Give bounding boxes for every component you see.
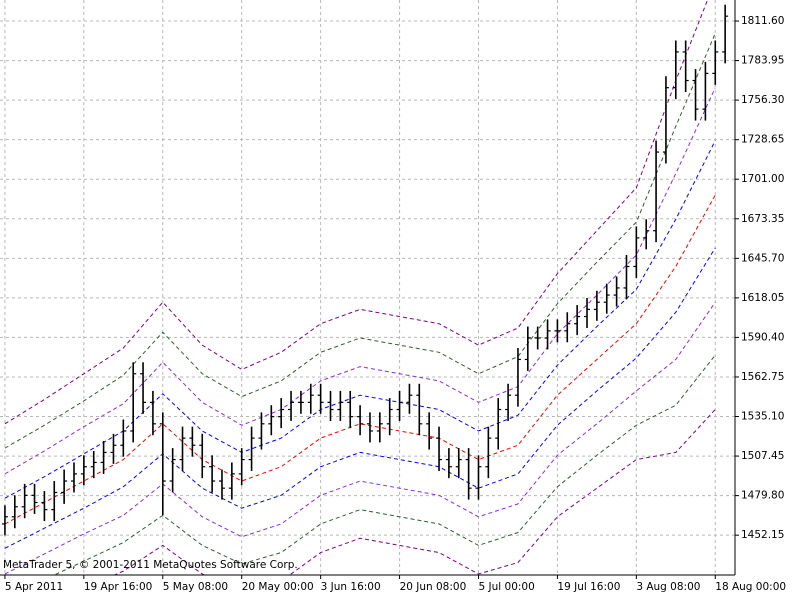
envelope-line bbox=[4, 0, 709, 425]
y-tick-label: 1783.95 bbox=[741, 55, 784, 67]
x-tick-label: 3 Aug 08:00 bbox=[636, 581, 700, 593]
y-tick-label: 1535.10 bbox=[741, 411, 784, 423]
y-tick-label: 1507.45 bbox=[741, 450, 784, 462]
envelope-line bbox=[53, 354, 716, 575]
y-tick-label: 1590.40 bbox=[741, 331, 784, 343]
x-tick-label: 19 Apr 16:00 bbox=[84, 581, 152, 593]
y-tick-label: 1452.15 bbox=[741, 529, 784, 541]
grid bbox=[0, 0, 735, 575]
y-tick-label: 1618.05 bbox=[741, 292, 784, 304]
x-tick-label: 5 Jul 00:00 bbox=[478, 581, 534, 593]
y-tick-label: 1811.60 bbox=[741, 15, 784, 27]
y-tick-label: 1479.80 bbox=[741, 490, 784, 502]
x-tick-label: 20 Jun 08:00 bbox=[400, 581, 467, 593]
envelope-line bbox=[4, 140, 716, 499]
x-tick-label: 3 Jun 16:00 bbox=[321, 581, 381, 593]
envelope-line bbox=[113, 409, 716, 575]
y-tick-label: 1645.70 bbox=[741, 252, 784, 264]
y-tick-label: 1728.65 bbox=[741, 134, 784, 146]
axes: 1452.15 1479.80 1507.45 1535.10 1562.75 1590.… bbox=[4, 15, 786, 593]
x-tick-label: 19 Jul 16:00 bbox=[557, 581, 620, 593]
copyright: MetaTrader 5, © 2001-2011 MetaQuotes Sof… bbox=[3, 559, 298, 571]
envelope-line bbox=[4, 33, 716, 449]
x-tick-label: 5 Apr 2011 bbox=[5, 581, 63, 593]
price-bars bbox=[1, 4, 729, 536]
x-tick-label: 5 May 08:00 bbox=[163, 581, 228, 593]
envelope-line bbox=[4, 194, 716, 525]
y-tick-label: 1756.30 bbox=[741, 94, 784, 106]
y-tick-label: 1701.00 bbox=[741, 173, 784, 185]
envelope-line bbox=[4, 247, 716, 549]
y-tick-label: 1562.75 bbox=[741, 371, 784, 383]
envelope-line bbox=[4, 87, 716, 475]
y-tick-label: 1673.35 bbox=[741, 213, 784, 225]
x-tick-label: 20 May 00:00 bbox=[242, 581, 314, 593]
envelopes bbox=[4, 0, 716, 575]
x-tick-label: 18 Aug 00:00 bbox=[715, 581, 786, 593]
